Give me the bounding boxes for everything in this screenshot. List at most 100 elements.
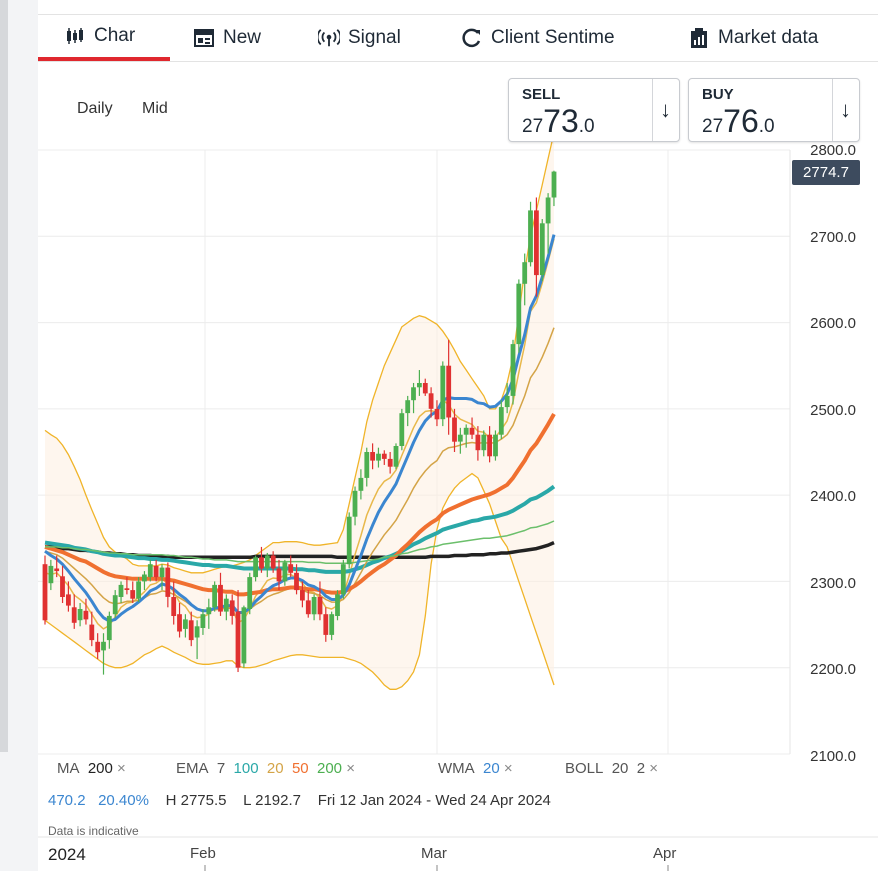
legend-ema-period: 100	[233, 760, 259, 777]
remove-indicator-icon[interactable]: ×	[117, 760, 126, 777]
sell-quote-box[interactable]: SELL 2773.0 ↓	[508, 78, 680, 142]
price-type-selector[interactable]: Mid	[142, 100, 168, 117]
candle-body	[352, 490, 358, 517]
candle-body	[89, 624, 95, 641]
candle-body	[282, 562, 288, 582]
legend-boll-period: 20	[611, 760, 629, 777]
legend-wma[interactable]: WMA 20 ×	[438, 760, 513, 777]
candle-body	[165, 567, 171, 597]
candle-body	[528, 210, 533, 263]
candle-body	[399, 413, 405, 446]
candle-body	[481, 434, 487, 451]
candle-body	[487, 434, 492, 457]
y-tick-label: 2700.0	[810, 229, 856, 246]
candle-body	[66, 594, 71, 606]
candle-body	[235, 611, 241, 668]
timeframe-selector[interactable]: Daily	[77, 100, 113, 117]
legend-boll-period: 2	[636, 760, 646, 777]
candle-body	[534, 210, 539, 276]
date-range: Fri 12 Jan 2024 - Wed 24 Apr 2024	[317, 792, 551, 809]
remove-indicator-icon[interactable]: ×	[503, 760, 513, 777]
candle-body	[206, 607, 212, 615]
indicator-line	[44, 234, 556, 623]
candle-body	[48, 565, 54, 584]
low-value: L 2192.7	[243, 792, 302, 809]
candle-body	[516, 283, 522, 345]
tab-signals[interactable]: Signal	[318, 15, 401, 61]
candle-body	[142, 574, 147, 582]
candle-body	[405, 400, 411, 414]
sell-price-big: 73	[543, 103, 579, 139]
legend-boll[interactable]: BOLL 20 2 ×	[565, 760, 658, 777]
indicator-line	[44, 484, 556, 574]
buy-price-prefix: 27	[702, 116, 724, 137]
legend-ema-period: 20	[266, 760, 284, 777]
candle-body	[223, 598, 229, 612]
candle-body	[259, 557, 264, 569]
tab-chart[interactable]: Char	[38, 15, 170, 61]
instrument-header-strip	[38, 0, 878, 15]
bollinger-lower-line	[44, 472, 555, 690]
candle-body	[498, 407, 504, 435]
signal-broadcast-icon	[318, 28, 340, 48]
last-price-label: 2774.7	[792, 160, 860, 185]
candle-body	[54, 568, 60, 572]
candle-body	[457, 434, 463, 442]
remove-indicator-icon[interactable]: ×	[346, 760, 355, 777]
bollinger-upper-line	[44, 132, 555, 574]
tab-client-sentiment[interactable]: Client Sentime	[461, 15, 615, 61]
candle-body	[42, 564, 48, 621]
y-tick-label: 2400.0	[810, 488, 856, 505]
tab-label: New	[223, 27, 262, 48]
y-tick-label: 2500.0	[810, 402, 856, 419]
candle-body	[551, 171, 557, 198]
candle-body	[177, 614, 182, 632]
candle-body	[270, 555, 276, 569]
tab-market-data[interactable]: Market data	[688, 15, 818, 61]
tab-label: Market data	[718, 27, 819, 48]
candle-body	[183, 619, 188, 629]
candle-body	[428, 393, 434, 409]
candle-body	[124, 588, 130, 590]
tab-label: Char	[94, 25, 136, 46]
candle-body	[218, 584, 223, 612]
divider	[832, 79, 833, 141]
candle-body	[118, 584, 124, 597]
tab-label: Client Sentime	[491, 27, 615, 48]
candle-body	[329, 614, 335, 635]
candle-body	[522, 262, 528, 284]
change-value: 470.2	[48, 792, 86, 809]
candle-body	[370, 452, 375, 461]
candle-body	[340, 564, 346, 595]
tab-news[interactable]: New	[193, 15, 261, 61]
candle-body	[300, 590, 305, 601]
legend-ema[interactable]: EMA 7 100 20 50 200 ×	[176, 760, 355, 777]
buy-quote-box[interactable]: BUY 2776.0 ↓	[688, 78, 860, 142]
candle-body	[200, 614, 206, 628]
candle-body	[106, 615, 112, 641]
candle-body	[381, 453, 387, 459]
candle-body	[422, 383, 428, 394]
candle-body	[376, 453, 381, 461]
remove-indicator-icon[interactable]: ×	[649, 760, 659, 777]
candle-body	[539, 223, 545, 276]
candle-body	[136, 581, 141, 599]
legend-wma-period: 20	[483, 760, 500, 777]
candle-body	[77, 609, 83, 621]
sell-price-prefix: 27	[522, 116, 544, 137]
candle-body	[159, 567, 165, 578]
candle-body	[171, 597, 177, 616]
candle-body	[364, 452, 370, 478]
candle-body	[241, 607, 247, 664]
candle-body	[346, 516, 352, 565]
x-tick-label: Apr	[653, 845, 677, 862]
candle-body	[323, 614, 329, 635]
legend-ma[interactable]: MA 200 ×	[57, 760, 126, 777]
tab-bar: Char New Signal Client Sentime Market da…	[38, 15, 878, 62]
arrow-down-icon: ↓	[660, 97, 671, 122]
candle-body	[452, 417, 457, 442]
candle-body	[463, 427, 469, 435]
candle-body	[253, 557, 258, 578]
legend-ema-name: EMA	[176, 760, 209, 777]
